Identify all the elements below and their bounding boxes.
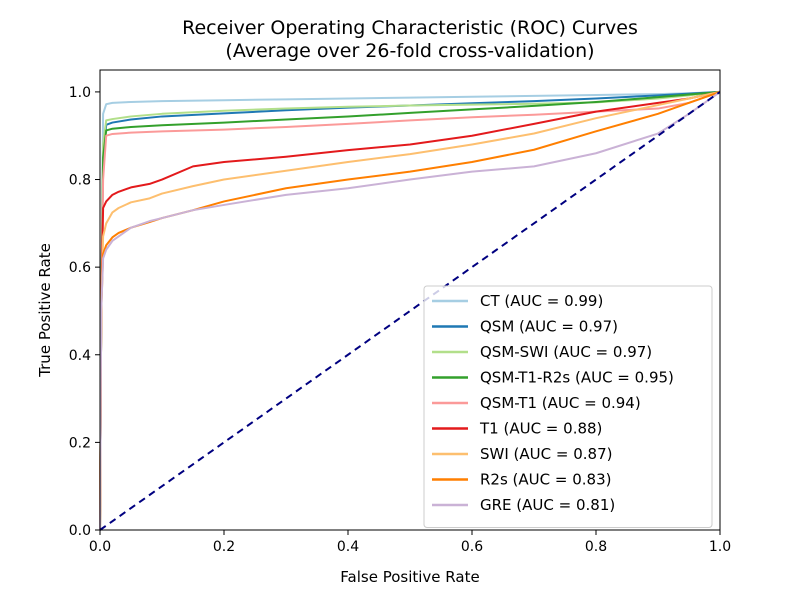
roc-curve-ct [99, 90, 721, 531]
y-tick-label: 1.0 [69, 85, 91, 101]
legend-label-swi: SWI (AUC = 0.87) [480, 445, 612, 463]
y-tick-label: 0.8 [69, 173, 91, 189]
legend-label-qsm-t1: QSM-T1 (AUC = 0.94) [480, 394, 641, 412]
plot-lines [99, 90, 721, 531]
y-tick-label: 0.4 [69, 348, 91, 364]
legend-box [423, 285, 713, 528]
axes: 0.0 0.2 0.4 0.6 0.8 1.0 0.0 0.2 0.4 0.6 0.8 1.0 [69, 69, 731, 555]
legend-label-qsm-swi: QSM-SWI (AUC = 0.97) [480, 343, 652, 361]
roc-curve-swi [99, 90, 721, 531]
chart-title: Receiver Operating Characteristic (ROC) … [182, 17, 638, 39]
legend-label-r2s: R2s (AUC = 0.83) [480, 471, 611, 489]
y-tick-label: 0.6 [69, 260, 91, 276]
x-tick-label: 0.2 [213, 539, 235, 555]
x-tick-label: 1.0 [709, 539, 731, 555]
x-tick-label: 0.6 [461, 539, 483, 555]
legend-label-qsm: QSM (AUC = 0.97) [480, 318, 618, 336]
roc-curve-qsm-t1 [99, 90, 721, 531]
legend: CT (AUC = 0.99) QSM (AUC = 0.97) QSM-SWI (… [423, 285, 713, 528]
x-tick-label: 0.4 [337, 539, 359, 555]
roc-curve-r2s [99, 90, 721, 531]
chart-subtitle: (Average over 26-fold cross-validation) [225, 40, 594, 62]
plot-frame [99, 69, 721, 531]
legend-label-qsm-t1-r2s: QSM-T1-R2s (AUC = 0.95) [480, 369, 674, 387]
y-tick-label: 0.2 [69, 435, 91, 451]
x-tick-label: 0.8 [585, 539, 607, 555]
x-tick-label: 0.0 [89, 539, 111, 555]
y-axis-label: True Positive Rate [36, 243, 54, 378]
legend-label-gre: GRE (AUC = 0.81) [480, 496, 615, 514]
roc-curve-gre [99, 91, 721, 531]
x-axis-label: False Positive Rate [340, 568, 479, 586]
y-tick-label: 0.0 [69, 523, 91, 539]
legend-label-t1: T1 (AUC = 0.88) [479, 420, 602, 438]
legend-label-ct: CT (AUC = 0.99) [480, 292, 603, 310]
roc-curve-t1 [99, 90, 721, 531]
chance-diagonal-line [99, 91, 721, 531]
